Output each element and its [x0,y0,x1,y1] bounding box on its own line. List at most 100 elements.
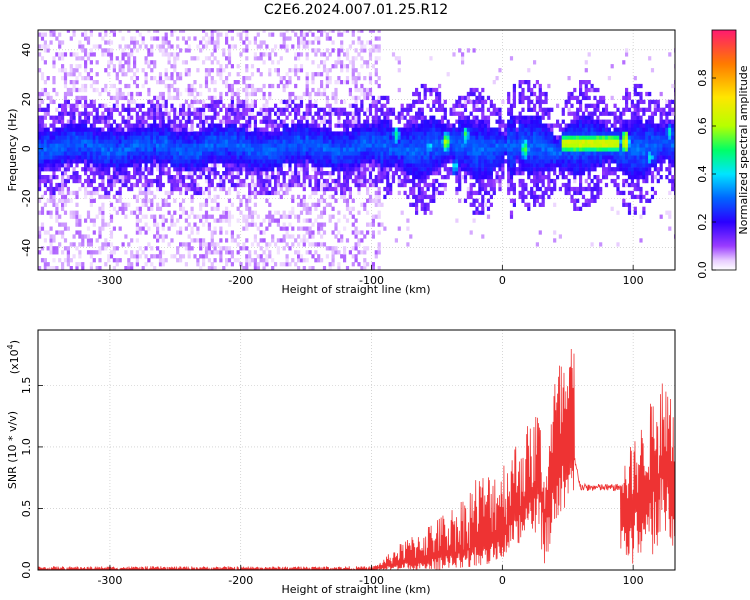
heatmap-cell [357,52,361,57]
heatmap-cell [429,167,433,172]
heatmap-cell [213,80,217,85]
heatmap-cell [210,159,214,164]
heatmap-cell [187,36,191,41]
heatmap-cell [121,139,125,144]
heatmap-cell [377,230,381,235]
heatmap-cell [173,131,177,136]
heatmap-cell [193,80,197,85]
heatmap-cell [423,182,427,188]
heatmap-cell [167,194,171,200]
heatmap-cell [210,139,214,144]
heatmap-cell [328,135,332,140]
heatmap-cell [291,151,295,156]
heatmap-cell [438,123,442,128]
heatmap-cell [334,135,338,140]
heatmap-cell [276,190,280,196]
heatmap-cell [184,262,188,267]
heatmap-cell [406,242,410,247]
heatmap-cell [101,182,105,188]
heatmap-cell [40,99,45,105]
heatmap-cell [81,56,85,61]
heatmap-cell [213,115,217,120]
heatmap-cell [472,190,476,196]
heatmap-cell [452,107,456,112]
heatmap-cell [156,254,160,259]
heatmap-cell [466,194,470,200]
heatmap-cell [291,131,295,136]
heatmap-cell [190,103,194,108]
heatmap-cell [196,107,200,112]
heatmap-cell [432,155,436,160]
heatmap-cell [84,76,88,81]
heatmap-cell [345,178,350,184]
heatmap-cell [225,91,229,97]
heatmap-cell [374,111,378,116]
heatmap-cell [492,131,496,136]
heatmap-cell [518,194,522,200]
heatmap-cell [274,210,278,215]
heatmap-cell [389,131,393,136]
heatmap-cell [181,30,186,33]
heatmap-cell [271,218,275,223]
heatmap-cell [271,32,275,37]
heatmap-cell [452,52,456,57]
heatmap-cell [472,218,476,223]
heatmap-cell [124,266,128,270]
heatmap-cell [109,250,114,255]
heatmap-cell [38,266,42,270]
heatmap-cell [380,107,384,112]
heatmap-cell [40,194,45,200]
heatmap-cell [95,44,99,49]
heatmap-cell [455,127,459,132]
heatmap-cell [127,155,131,160]
heatmap-cell [366,147,370,152]
heatmap-cell [164,218,168,223]
heatmap-cell [219,107,223,112]
heatmap-cell [348,111,352,116]
heatmap-cell [415,139,419,144]
heatmap-cell [317,171,321,176]
heatmap-cell [389,123,393,128]
heatmap-cell [357,95,361,101]
heatmap-cell [141,139,145,144]
heatmap-cell [374,127,378,132]
heatmap-cell [187,87,191,93]
heatmap-cell [225,151,229,156]
heatmap-cell [158,123,163,128]
heatmap-cell [297,119,301,124]
heatmap-cell [363,123,367,128]
heatmap-cell [458,143,462,148]
heatmap-cell [179,190,183,196]
heatmap-cell [161,238,165,243]
heatmap-cell [285,135,289,140]
heatmap-cell [176,167,180,172]
heatmap-cell [314,182,318,188]
heatmap-cell [322,206,327,211]
heatmap-cell [357,36,361,41]
heatmap-cell [299,139,304,144]
heatmap-cell [394,147,398,152]
heatmap-cell [268,56,272,61]
heatmap-cell [101,36,105,41]
heatmap-cell [259,246,263,251]
heatmap-cell [291,182,295,188]
heatmap-cell [173,143,177,148]
heatmap-cell [302,163,306,168]
heatmap-cell [133,60,137,65]
heatmap-cell [377,44,381,49]
heatmap-cell [196,262,200,267]
heatmap-cell [141,103,145,108]
heatmap-cell [133,131,137,136]
heatmap-cell [305,91,309,97]
heatmap-cell [72,159,76,164]
heatmap-cell [472,91,476,97]
heatmap-cell [455,99,459,105]
heatmap-cell [268,123,272,128]
heatmap-cell [285,107,289,112]
heatmap-cell [265,159,269,164]
heatmap-cell [236,111,240,116]
heatmap-cell [406,167,410,172]
heatmap-cell [156,111,160,116]
heatmap-cell [440,135,445,140]
heatmap-cell [481,151,485,156]
